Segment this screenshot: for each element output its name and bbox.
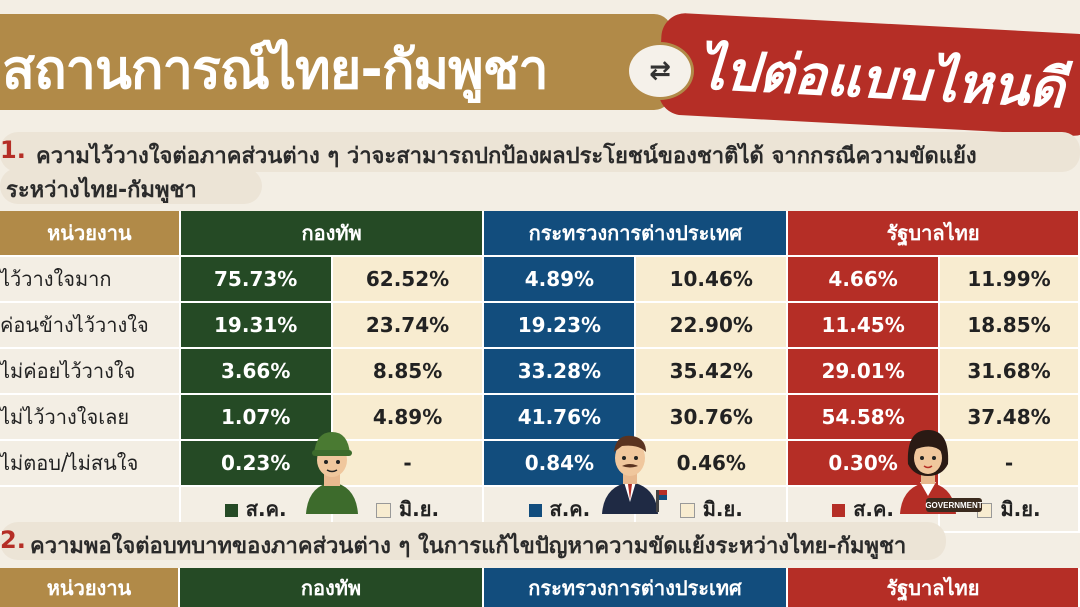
soldier-icon	[306, 432, 358, 514]
mfa-swatch-icon	[528, 504, 542, 517]
diplomat-icon	[602, 435, 667, 514]
question2-line1: ความพอใจต่อบทบาทของภาคส่วนต่าง ๆ ในการแก…	[30, 534, 907, 559]
unit-header: หน่วยงาน	[0, 211, 181, 257]
government-badge: GOVERNMENT	[925, 501, 982, 510]
question1-pill-line2	[0, 168, 262, 204]
gov-jun-cell: 18.85%	[939, 302, 1080, 349]
light-swatch-icon	[679, 503, 695, 518]
mfa-aug-cell: 0.84%	[483, 440, 637, 487]
mfa-header-2: กระทรวงการต่างประเทศ	[484, 568, 788, 607]
legend-label: ส.ค.	[853, 497, 894, 521]
gov-swatch-icon	[832, 504, 846, 517]
table-header-row: หน่วยงาน กองทัพ กระทรวงการต่างประเทศ รัฐ…	[0, 211, 1080, 257]
page-subtitle: ไปต่อแบบไหนดี	[696, 38, 1066, 121]
table-row: ไว้วางใจมาก 75.73% 62.52% 4.89% 10.46% 4…	[0, 256, 1080, 303]
gov-header-2: รัฐบาลไทย	[788, 568, 1080, 607]
army-jun-cell: -	[331, 440, 485, 487]
question1-number: 1.	[0, 136, 26, 164]
title-banner-left: สถานการณ์ไทย-กัมพูชา	[0, 14, 672, 110]
row-label: ไม่ตอบ/ไม่สนใจ	[0, 440, 181, 487]
gov-aug-cell: 11.45%	[787, 302, 941, 349]
row-label: ไม่ค่อยไว้วางใจ	[0, 348, 181, 395]
page-title: สถานการณ์ไทย-กัมพูชา	[2, 38, 549, 101]
question2-number: 2.	[0, 526, 26, 554]
gov-jun-cell: 31.68%	[939, 348, 1080, 395]
army-aug-cell: 3.66%	[179, 348, 333, 395]
table-row: ไม่ตอบ/ไม่สนใจ 0.23% - 0.84% 0.46% 0.30%…	[0, 440, 1080, 487]
question1-line1: ความไว้วางใจต่อภาคส่วนต่าง ๆ ว่าจะสามารถ…	[36, 144, 977, 169]
satisfaction-table-header: หน่วยงาน กองทัพ กระทรวงการต่างประเทศ รัฐ…	[0, 568, 1080, 607]
title-banner-right: ไปต่อแบบไหนดี	[657, 12, 1080, 137]
legend-label: มิ.ย.	[1000, 497, 1041, 521]
army-aug-cell: 19.31%	[179, 302, 333, 349]
gov-aug-cell: 29.01%	[787, 348, 941, 395]
mfa-jun-cell: 10.46%	[635, 256, 789, 303]
legend-label: ส.ค.	[245, 497, 287, 521]
mfa-header: กระทรวงการต่างประเทศ	[483, 211, 789, 257]
army-aug-cell: 0.23%	[179, 440, 333, 487]
mfa-jun-cell: 22.90%	[635, 302, 789, 349]
army-header: กองทัพ	[179, 211, 485, 257]
army-swatch-icon	[224, 504, 238, 517]
gov-header: รัฐบาลไทย	[787, 211, 1080, 257]
question1-line2: ระหว่างไทย-กัมพูชา	[6, 178, 197, 203]
mfa-jun-cell: 30.76%	[635, 394, 789, 441]
question2-pill	[0, 522, 946, 560]
gov-jun-cell: -	[939, 440, 1080, 487]
table-row: ไม่ค่อยไว้วางใจ 3.66% 8.85% 33.28% 35.42…	[0, 348, 1080, 395]
gov-aug-cell: 4.66%	[787, 256, 941, 303]
row-label: ไม่ไว้วางใจเลย	[0, 394, 181, 441]
mfa-jun-cell: 0.46%	[635, 440, 789, 487]
swap-arrows-icon: ⇄	[626, 42, 694, 100]
unit-header-2: หน่วยงาน	[0, 568, 180, 607]
question1-pill	[0, 132, 1080, 172]
mfa-aug-cell: 19.23%	[483, 302, 637, 349]
army-jun-cell: 8.85%	[331, 348, 485, 395]
legend-label: มิ.ย.	[398, 497, 440, 521]
mfa-jun-cell: 35.42%	[635, 348, 789, 395]
army-jun-cell: 4.89%	[331, 394, 485, 441]
gov-jun-cell: 11.99%	[939, 256, 1080, 303]
row-label: ไว้วางใจมาก	[0, 256, 181, 303]
legend-label: มิ.ย.	[702, 497, 743, 521]
legend-label: ส.ค.	[549, 497, 591, 521]
army-jun-cell: 62.52%	[331, 256, 485, 303]
swap-symbol: ⇄	[649, 56, 671, 86]
army-aug-cell: 75.73%	[179, 256, 333, 303]
mfa-aug-cell: 4.89%	[483, 256, 637, 303]
table-row: ค่อนข้างไว้วางใจ 19.31% 23.74% 19.23% 22…	[0, 302, 1080, 349]
army-header-2: กองทัพ	[180, 568, 484, 607]
mfa-aug-cell: 41.76%	[483, 394, 637, 441]
light-swatch-icon	[375, 503, 391, 518]
gov-aug-cell: 54.58%	[787, 394, 941, 441]
mfa-aug-cell: 33.28%	[483, 348, 637, 395]
army-jun-cell: 23.74%	[331, 302, 485, 349]
row-label: ค่อนข้างไว้วางใจ	[0, 302, 181, 349]
government-woman-icon: GOVERNMENT	[900, 430, 982, 514]
army-aug-cell: 1.07%	[179, 394, 333, 441]
table-row: ไม่ไว้วางใจเลย 1.07% 4.89% 41.76% 30.76%…	[0, 394, 1080, 441]
gov-jun-cell: 37.48%	[939, 394, 1080, 441]
